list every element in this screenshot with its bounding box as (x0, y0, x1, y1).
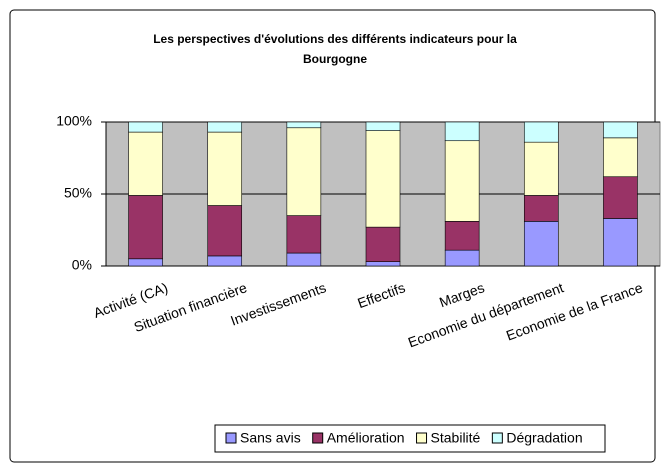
bar-segment (207, 121, 243, 133)
bar-segment (128, 195, 163, 260)
y-tick-label: 0% (72, 257, 92, 273)
legend-swatch (416, 432, 428, 444)
bar-segment (207, 205, 243, 257)
chart-title: Les perspectives d'évolutions des différ… (153, 32, 517, 46)
bar-segment (128, 121, 163, 133)
legend-swatch (491, 432, 503, 444)
bar-segment (444, 249, 480, 267)
bar-segment (523, 121, 559, 143)
bar-segment (603, 121, 638, 139)
bar-segment (286, 252, 322, 267)
legend-swatch (312, 432, 324, 444)
y-tick-label: 100% (56, 113, 92, 129)
legend-label: Amélioration (327, 430, 405, 446)
bar-segment (207, 255, 243, 267)
bar-segment (523, 221, 559, 267)
bar-segment (365, 261, 401, 267)
y-tick-label: 50% (64, 185, 92, 201)
legend-label: Sans avis (240, 430, 301, 446)
bar-segment (365, 121, 401, 131)
bar-segment (286, 215, 322, 254)
legend-box (214, 424, 606, 453)
bar-segment (128, 131, 163, 196)
bar-segment (603, 218, 638, 267)
bar-segment (444, 221, 480, 251)
bar-segment (523, 195, 559, 222)
bar-segment (128, 258, 163, 267)
bar-segment (286, 127, 322, 216)
legend-swatch (225, 432, 237, 444)
legend-label: Stabilité (431, 430, 481, 446)
bar-segment (444, 140, 480, 222)
bar-segment (207, 131, 243, 206)
bar-segment (603, 176, 638, 219)
bar-segment (365, 226, 401, 262)
bar-segment (286, 121, 322, 129)
bar-segment (523, 141, 559, 196)
bar-segment (444, 121, 480, 142)
chart-title: Bourgogne (303, 52, 367, 66)
legend-label: Dégradation (506, 430, 582, 446)
bar-segment (603, 137, 638, 178)
bar-segment (365, 130, 401, 228)
